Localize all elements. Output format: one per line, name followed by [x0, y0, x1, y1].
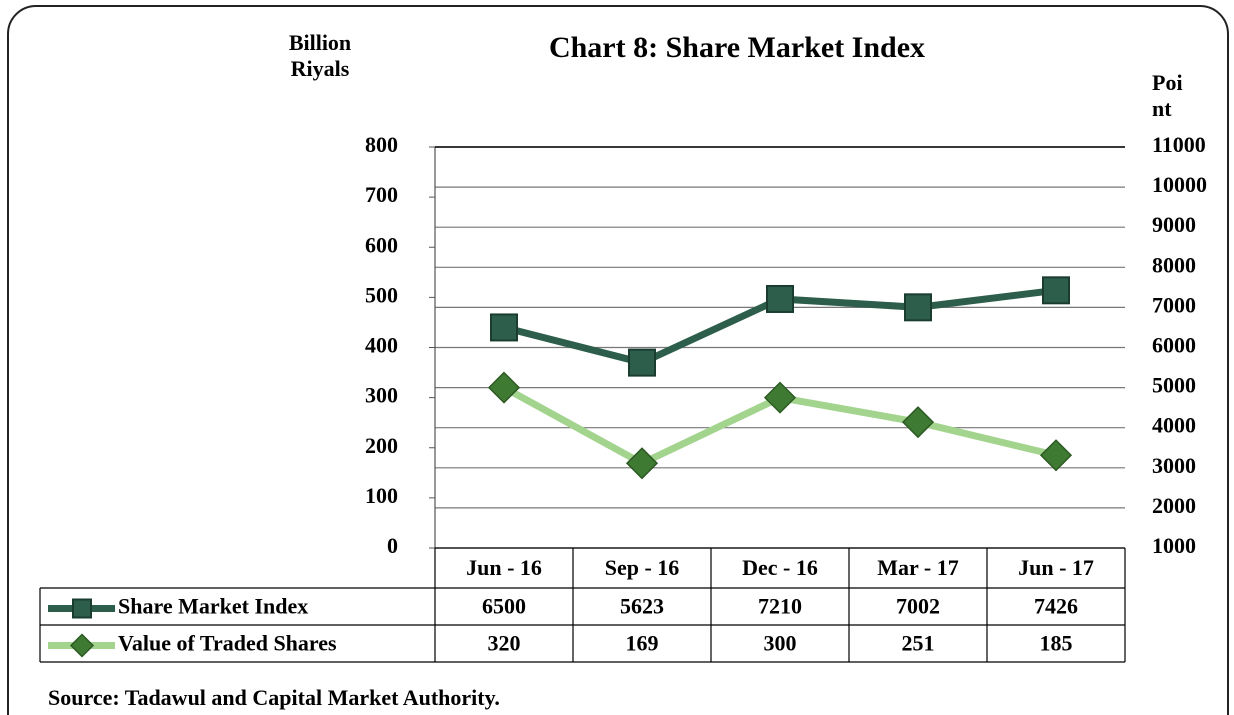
- table-value: 5623: [620, 594, 664, 619]
- chart-title: Chart 8: Share Market Index: [549, 31, 925, 64]
- marker: [628, 348, 656, 377]
- y-tick-label: 0: [387, 533, 398, 558]
- table-value: 7002: [896, 594, 940, 619]
- x-tick-label: Jun - 17: [1018, 555, 1094, 580]
- table-value: 7426: [1034, 594, 1078, 619]
- marker: [1042, 276, 1070, 305]
- table-value: 169: [626, 631, 659, 656]
- y-tick-label: 800: [365, 132, 398, 157]
- y2-tick-label: 7000: [1152, 292, 1196, 317]
- y2-axis-label: Point: [1152, 70, 1183, 121]
- y-tick-label: 500: [365, 282, 398, 307]
- y-tick-label: 300: [365, 383, 398, 408]
- y-tick-label: 400: [365, 333, 398, 358]
- legend-label: Share Market Index: [118, 594, 308, 619]
- x-tick-label: Dec - 16: [742, 555, 818, 580]
- x-tick-label: Jun - 16: [466, 555, 542, 580]
- marker: [625, 447, 659, 480]
- y-tick-label: 200: [365, 433, 398, 458]
- table-value: 185: [1040, 631, 1073, 656]
- x-tick-label: Sep - 16: [605, 555, 680, 580]
- y2-tick-label: 3000: [1152, 453, 1196, 478]
- y-axis-label: Billion Riyals: [288, 30, 352, 81]
- y-tick-label: 100: [365, 483, 398, 508]
- marker: [766, 284, 794, 313]
- y2-tick-label: 6000: [1152, 333, 1196, 358]
- legend-marker: [72, 598, 92, 619]
- table-value: 320: [488, 631, 521, 656]
- y2-axis-label-box: Point: [1152, 70, 1183, 121]
- table-value: 300: [764, 631, 797, 656]
- table-value: 251: [902, 631, 935, 656]
- y2-tick-label: 1000: [1152, 533, 1196, 558]
- marker: [490, 313, 518, 342]
- y-tick-label: 600: [365, 232, 398, 257]
- y2-tick-label: 2000: [1152, 493, 1196, 518]
- legend-marker: [69, 633, 95, 658]
- frame: [7, 5, 1229, 715]
- table-value: 6500: [482, 594, 526, 619]
- y2-tick-label: 10000: [1152, 172, 1207, 197]
- y2-tick-label: 8000: [1152, 252, 1196, 277]
- marker: [763, 381, 797, 414]
- y2-tick-label: 5000: [1152, 373, 1196, 398]
- marker: [904, 293, 932, 322]
- y-tick-label: 700: [365, 182, 398, 207]
- marker: [1039, 439, 1073, 472]
- y2-tick-label: 11000: [1152, 132, 1206, 157]
- marker: [901, 406, 935, 439]
- y-axis-label-box: Billion Riyals: [288, 30, 352, 81]
- table-value: 7210: [758, 594, 802, 619]
- x-tick-label: Mar - 17: [877, 555, 958, 580]
- y2-tick-label: 4000: [1152, 413, 1196, 438]
- y2-tick-label: 9000: [1152, 212, 1196, 237]
- legend-label: Value of Traded Shares: [118, 631, 337, 656]
- source: Source: Tadawul and Capital Market Autho…: [48, 685, 500, 710]
- marker: [487, 371, 521, 404]
